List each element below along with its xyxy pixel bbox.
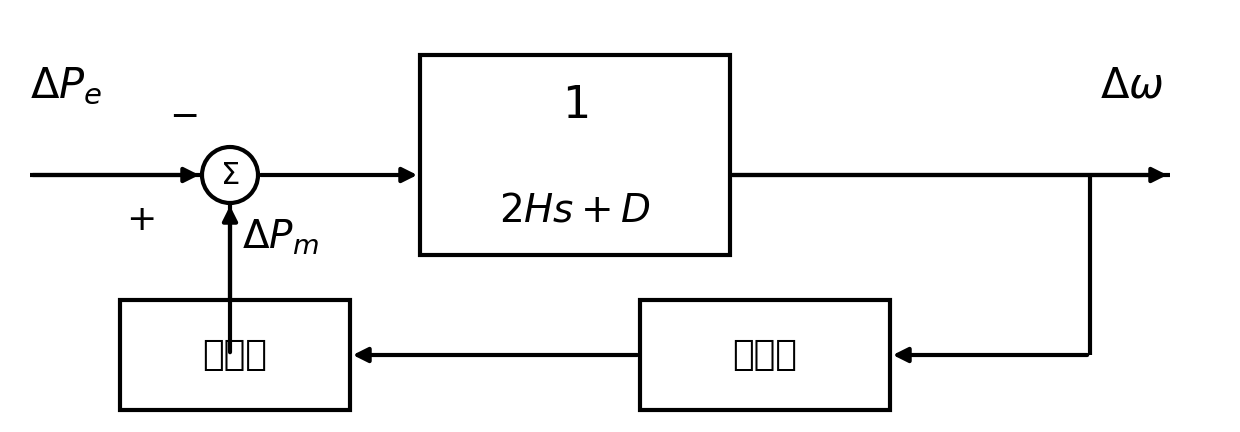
Bar bbox=[120, 300, 350, 410]
Text: $\Delta P_e$: $\Delta P_e$ bbox=[30, 65, 102, 107]
Text: $-$: $-$ bbox=[169, 98, 197, 132]
Bar bbox=[420, 55, 730, 255]
Bar bbox=[640, 300, 890, 410]
Text: $1$: $1$ bbox=[562, 83, 588, 127]
Text: $\Delta P_m$: $\Delta P_m$ bbox=[242, 218, 319, 257]
Text: $2Hs+D$: $2Hs+D$ bbox=[498, 191, 651, 229]
Text: 调速器: 调速器 bbox=[733, 338, 797, 372]
Text: $\Delta\omega$: $\Delta\omega$ bbox=[1100, 65, 1163, 107]
Text: 原动机: 原动机 bbox=[202, 338, 268, 372]
Text: $\Sigma$: $\Sigma$ bbox=[221, 161, 239, 190]
Text: $+$: $+$ bbox=[125, 203, 154, 237]
